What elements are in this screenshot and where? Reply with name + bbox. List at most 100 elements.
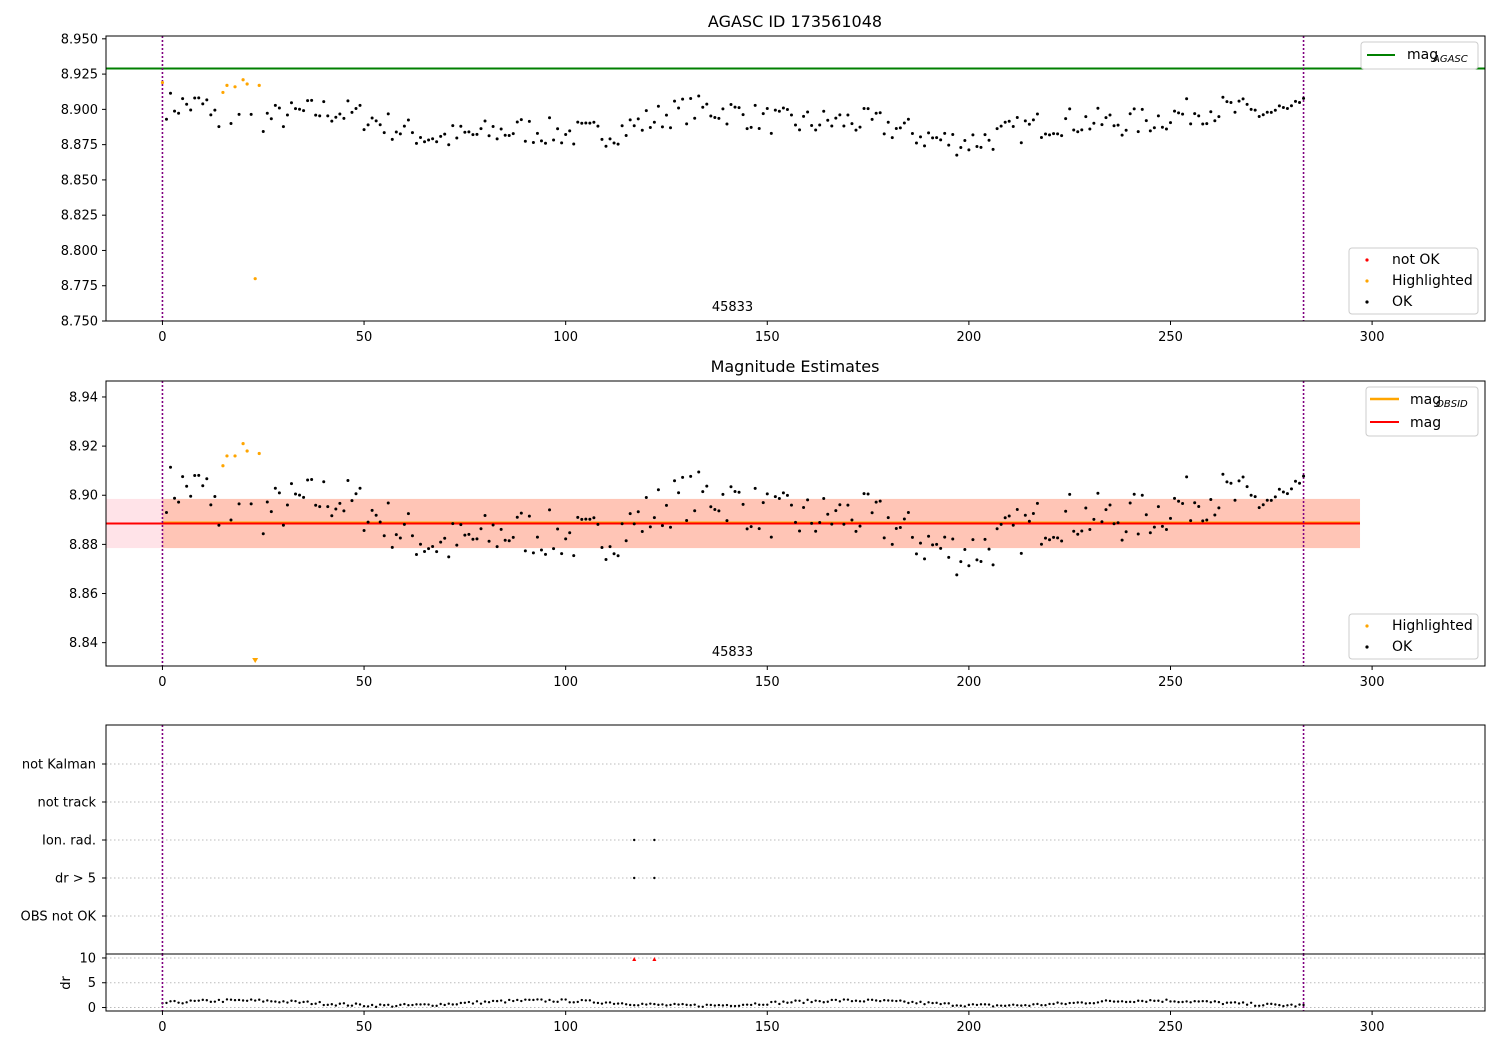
agasc-ytick-label: 8.775 xyxy=(61,279,98,294)
agasc-point-ok xyxy=(1185,97,1189,101)
magnitude-point-ok xyxy=(1048,538,1052,542)
dr-point xyxy=(435,1004,438,1008)
agasc-point-ok xyxy=(483,119,487,123)
agasc-point-ok xyxy=(959,145,963,149)
agasc-point-ok xyxy=(1221,95,1225,99)
agasc-point-ok xyxy=(1019,141,1023,145)
agasc-point-ok xyxy=(701,105,705,109)
magnitude-point-highlighted xyxy=(241,442,245,446)
magnitude-point-ok xyxy=(648,525,652,529)
agasc-point-ok xyxy=(1281,106,1285,110)
agasc-point-ok xyxy=(499,127,503,131)
dr-point xyxy=(528,998,531,1002)
magnitude-point-ok xyxy=(584,517,588,521)
dr-point xyxy=(907,1001,910,1005)
agasc-point-ok xyxy=(350,110,354,114)
dr-point xyxy=(556,1000,559,1004)
agasc-legend-mag-sub: AGASC xyxy=(1432,54,1468,65)
agasc-point-ok xyxy=(979,145,983,149)
magnitude-point-ok xyxy=(495,545,499,549)
agasc-point-ok xyxy=(495,137,499,141)
magnitude-point-ok xyxy=(673,479,677,483)
agasc-point-ok xyxy=(882,132,886,136)
magnitude-point-ok xyxy=(798,529,802,533)
dr-ytick-label: 5 xyxy=(88,976,96,991)
agasc-point-ok xyxy=(1205,122,1209,126)
magnitude-point-ok xyxy=(535,535,539,539)
dr-point xyxy=(641,1002,644,1006)
agasc-point-ok xyxy=(298,107,302,111)
magnitude-point-ok xyxy=(931,543,935,547)
agasc-point-ok xyxy=(878,111,882,115)
magnitude-point-ok xyxy=(499,527,503,531)
agasc-point-ok xyxy=(1156,114,1160,118)
agasc-point-ok xyxy=(717,116,721,120)
dr-point xyxy=(729,1004,733,1008)
dr-point xyxy=(217,998,221,1002)
dr-point xyxy=(471,1002,475,1005)
magnitude-point-ok xyxy=(862,492,866,496)
magnitude-point-ok xyxy=(640,530,644,534)
agasc-point-highlighted xyxy=(225,83,229,87)
dr-point xyxy=(1173,1000,1176,1003)
magnitude-point-ok xyxy=(822,496,826,500)
dr-point xyxy=(298,1001,301,1004)
dr-point xyxy=(370,1003,374,1007)
agasc-point-ok xyxy=(830,124,834,128)
magnitude-point-ok xyxy=(1217,506,1221,510)
magnitude-point-ok xyxy=(914,552,918,556)
dr-point xyxy=(947,1002,950,1005)
agasc-point-ok xyxy=(1229,100,1233,104)
magnitude-point-ok xyxy=(1140,493,1144,497)
agasc-point-ok xyxy=(169,91,173,95)
magnitude-point-ok xyxy=(1112,522,1116,526)
agasc-point-ok xyxy=(394,130,398,134)
magnitude-xtick-label: 150 xyxy=(755,675,780,690)
magnitude-point-ok xyxy=(959,560,963,564)
magnitude-point-highlighted xyxy=(225,454,229,458)
dr-point xyxy=(963,1005,967,1008)
agasc-legend-lines: mag AGASC xyxy=(1360,41,1479,70)
dr-point xyxy=(520,999,523,1003)
magnitude-point-ok xyxy=(394,533,398,537)
dr-point xyxy=(1253,1004,1257,1008)
dr-point xyxy=(971,1003,975,1006)
magnitude-point-ok xyxy=(378,520,382,524)
agasc-point-ok xyxy=(346,99,350,103)
magnitude-point-ok xyxy=(556,527,560,531)
dr-point xyxy=(935,1001,938,1005)
agasc-point-ok xyxy=(294,107,298,111)
dr-point xyxy=(455,1003,458,1006)
agasc-point-ok xyxy=(455,136,459,140)
dr-point xyxy=(749,1003,753,1007)
dr-point xyxy=(959,1004,963,1007)
magnitude-point-ok xyxy=(1289,487,1293,491)
dr-point xyxy=(1270,1002,1273,1006)
magnitude-point-ok xyxy=(177,500,181,504)
magnitude-point-highlighted xyxy=(221,464,225,468)
agasc-point-ok xyxy=(326,114,330,118)
magnitude-point-ok xyxy=(358,486,362,490)
dr-point xyxy=(1294,1005,1297,1008)
magnitude-point-ok xyxy=(326,505,330,509)
agasc-point-ok xyxy=(382,131,386,135)
magnitude-point-ok xyxy=(544,552,548,556)
agasc-point-ok xyxy=(503,133,507,137)
dr-point xyxy=(383,1004,386,1007)
dr-point xyxy=(495,999,499,1003)
agasc-point-ok xyxy=(439,134,443,138)
dr-point xyxy=(185,1001,188,1004)
agasc-point-ok xyxy=(858,125,862,129)
dr-point xyxy=(991,1005,995,1008)
dr-point xyxy=(806,998,809,1002)
magnitude-point-ok xyxy=(967,564,971,568)
dr-point xyxy=(322,1003,325,1007)
flags-ytick-label: not track xyxy=(37,796,96,811)
agasc-point-highlighted xyxy=(160,80,165,85)
magnitude-point-ok xyxy=(1245,485,1249,489)
dr-point xyxy=(560,998,563,1001)
agasc-point-ok xyxy=(664,113,668,117)
magnitude-point-ok xyxy=(237,502,241,506)
agasc-point-ok xyxy=(515,120,519,124)
agasc-point-ok xyxy=(378,123,382,127)
